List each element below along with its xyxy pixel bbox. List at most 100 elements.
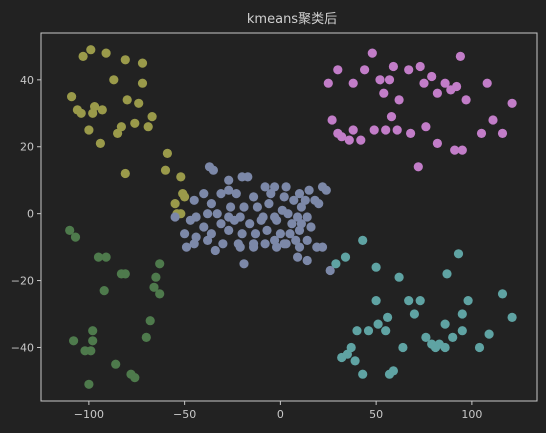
scatter-point-cluster-2: [272, 215, 282, 225]
scatter-point-cluster-3: [404, 65, 414, 75]
scatter-point-cluster-1: [120, 168, 130, 179]
scatter-point-cluster-5: [130, 373, 140, 383]
scatter-point-cluster-5: [145, 316, 155, 326]
scatter-point-cluster-5: [120, 269, 130, 279]
scatter-point-cluster-2: [229, 215, 239, 225]
scatter-point-cluster-2: [218, 239, 228, 249]
scatter-point-cluster-4: [383, 312, 393, 322]
scatter-point-cluster-3: [360, 65, 370, 75]
scatter-point-cluster-4: [409, 309, 419, 319]
scatter-point-cluster-3: [379, 88, 389, 98]
scatter-point-cluster-2: [304, 185, 314, 195]
scatter-point-cluster-3: [348, 78, 358, 88]
scatter-point-cluster-3: [348, 125, 358, 135]
scatter-point-cluster-1: [101, 48, 111, 58]
scatter-point-cluster-2: [272, 242, 282, 252]
scatter-point-cluster-2: [270, 182, 280, 192]
scatter-point-cluster-1: [170, 199, 180, 209]
scatter-point-cluster-4: [371, 262, 381, 272]
scatter-point-cluster-3: [488, 115, 498, 125]
scatter-point-cluster-3: [413, 162, 423, 172]
scatter-point-cluster-2: [275, 229, 285, 239]
scatter-point-cluster-5: [141, 332, 151, 342]
scatter-point-cluster-2: [260, 239, 270, 249]
scatter-point-cluster-3: [356, 135, 366, 145]
scatter-point-cluster-5: [93, 252, 104, 262]
scatter-point-cluster-4: [398, 342, 408, 353]
scatter-point-cluster-4: [484, 329, 494, 339]
scatter-point-cluster-2: [189, 239, 199, 249]
scatter-point-cluster-2: [224, 185, 234, 195]
scatter-point-cluster-4: [352, 326, 362, 336]
scatter-point-cluster-1: [137, 78, 148, 88]
scatter-point-cluster-2: [181, 242, 192, 252]
scatter-point-cluster-5: [111, 359, 121, 369]
scatter-point-cluster-3: [388, 61, 398, 72]
scatter-point-cluster-2: [289, 195, 299, 205]
scatter-point-cluster-1: [97, 105, 107, 115]
scatter-point-cluster-3: [440, 78, 450, 88]
x-tick-label: 0: [277, 408, 284, 421]
scatter-point-cluster-1: [95, 138, 105, 148]
scatter-point-cluster-1: [176, 172, 186, 182]
scatter-point-cluster-2: [306, 222, 316, 232]
scatter-point-cluster-1: [162, 148, 172, 158]
scatter-point-cluster-4: [474, 342, 485, 353]
scatter-point-cluster-3: [375, 75, 385, 85]
scatter-point-cluster-3: [476, 128, 487, 138]
scatter-point-cluster-2: [185, 215, 195, 225]
scatter-point-cluster-3: [497, 128, 508, 138]
scatter-point-cluster-2: [199, 222, 209, 232]
scatter-point-cluster-3: [323, 78, 333, 88]
scatter-point-cluster-2: [208, 165, 218, 175]
scatter-point-cluster-4: [421, 332, 431, 342]
scatter-point-cluster-4: [371, 296, 381, 306]
scatter-point-cluster-4: [350, 356, 360, 366]
scatter-point-cluster-1: [120, 55, 130, 65]
scatter-point-cluster-4: [415, 296, 425, 306]
scatter-point-cluster-2: [239, 202, 249, 212]
scatter-point-cluster-4: [381, 326, 391, 336]
scatter-point-cluster-3: [457, 145, 467, 155]
scatter-point-cluster-2: [212, 209, 222, 219]
scatter-point-cluster-2: [314, 199, 324, 209]
scatter-point-cluster-1: [90, 102, 100, 112]
scatter-point-cluster-2: [293, 212, 303, 222]
scatter-point-cluster-4: [463, 296, 473, 306]
scatter-point-cluster-4: [358, 369, 368, 379]
y-tick-label: −40: [11, 341, 34, 354]
x-tick-label: −100: [74, 408, 104, 421]
scatter-point-cluster-3: [327, 115, 337, 125]
scatter-point-cluster-3: [415, 61, 425, 72]
scatter-point-cluster-2: [203, 209, 213, 219]
scatter-point-cluster-2: [262, 225, 272, 235]
scatter-point-cluster-2: [216, 219, 226, 229]
scatter-point-cluster-4: [363, 326, 374, 336]
scatter-point-cluster-2: [239, 259, 249, 269]
scatter-point-cluster-2: [231, 189, 241, 199]
scatter-point-cluster-3: [482, 78, 492, 88]
y-tick-label: −20: [11, 275, 34, 288]
scatter-point-cluster-2: [206, 199, 216, 209]
scatter-point-cluster-5: [155, 259, 165, 269]
scatter-point-cluster-2: [279, 192, 289, 202]
scatter-point-cluster-2: [294, 225, 305, 235]
scatter-point-cluster-2: [264, 199, 274, 209]
scatter-point-cluster-1: [137, 58, 148, 68]
scatter-point-cluster-2: [199, 189, 209, 199]
scatter-point-cluster-1: [143, 122, 153, 132]
chart-title: kmeans聚类后: [247, 12, 337, 27]
scatter-point-cluster-5: [155, 289, 165, 299]
scatter-point-cluster-4: [358, 235, 368, 245]
scatter-point-cluster-5: [65, 225, 75, 235]
scatter-point-cluster-2: [321, 185, 331, 195]
scatter-point-cluster-2: [252, 202, 262, 212]
scatter-point-cluster-3: [421, 122, 431, 132]
scatter-point-cluster-2: [325, 265, 335, 276]
scatter-point-cluster-4: [342, 349, 352, 359]
scatter-point-cluster-4: [440, 342, 450, 353]
scatter-point-cluster-4: [507, 312, 517, 322]
scatter-point-cluster-1: [109, 75, 119, 85]
scatter-point-cluster-5: [101, 252, 111, 262]
